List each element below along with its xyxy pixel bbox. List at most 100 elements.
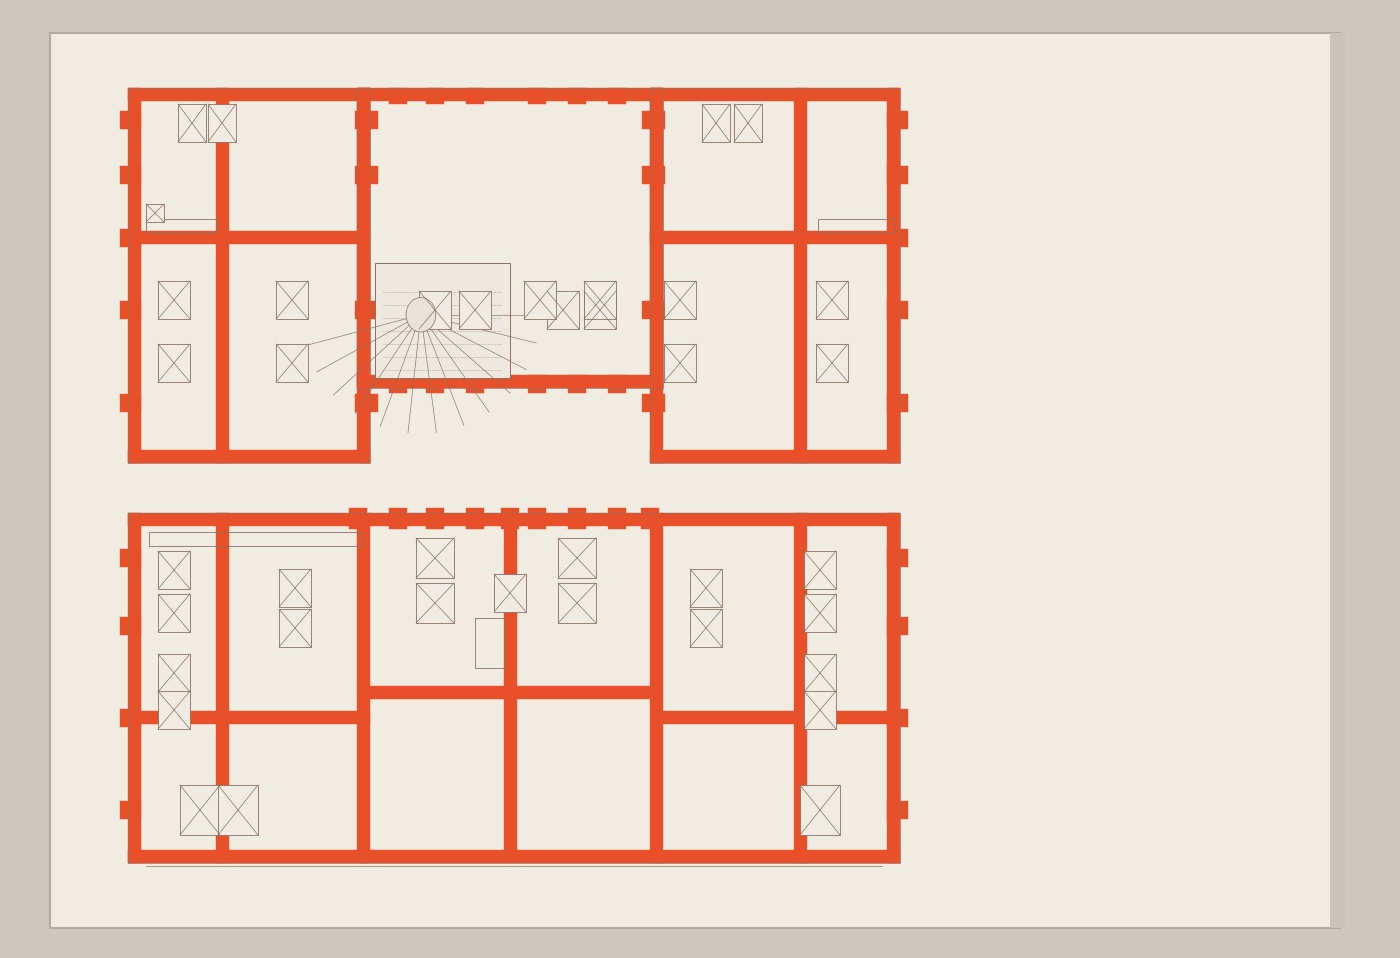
- Bar: [888, 549, 909, 567]
- Bar: [888, 617, 909, 635]
- Bar: [584, 281, 616, 319]
- Bar: [120, 166, 141, 184]
- Bar: [650, 513, 664, 863]
- Bar: [734, 104, 762, 142]
- Bar: [127, 231, 370, 244]
- Bar: [568, 375, 587, 393]
- Bar: [664, 711, 888, 724]
- Bar: [209, 104, 237, 142]
- Bar: [158, 344, 190, 382]
- Bar: [146, 219, 217, 233]
- Bar: [120, 549, 141, 567]
- Bar: [357, 88, 370, 388]
- Bar: [120, 617, 141, 635]
- Bar: [356, 394, 378, 412]
- Bar: [650, 88, 664, 463]
- Bar: [664, 281, 696, 319]
- Bar: [127, 850, 900, 863]
- Bar: [584, 291, 616, 329]
- Bar: [888, 301, 909, 319]
- Bar: [158, 691, 190, 729]
- Bar: [650, 450, 900, 463]
- Bar: [158, 594, 190, 632]
- Bar: [524, 281, 556, 319]
- Bar: [158, 551, 190, 589]
- Bar: [356, 166, 378, 184]
- Bar: [426, 88, 444, 104]
- Bar: [127, 513, 141, 863]
- Bar: [158, 281, 190, 319]
- Bar: [426, 375, 444, 393]
- Bar: [279, 609, 311, 647]
- Bar: [568, 508, 587, 529]
- Bar: [888, 709, 909, 727]
- Bar: [216, 88, 230, 463]
- Ellipse shape: [406, 298, 435, 332]
- Bar: [356, 111, 378, 129]
- Bar: [127, 88, 370, 463]
- Bar: [568, 88, 587, 104]
- Bar: [559, 538, 596, 578]
- Bar: [146, 204, 164, 222]
- Bar: [158, 654, 190, 692]
- Bar: [528, 508, 546, 529]
- Bar: [356, 301, 378, 319]
- Bar: [120, 301, 141, 319]
- Bar: [528, 375, 546, 393]
- Bar: [178, 104, 206, 142]
- Bar: [888, 111, 909, 129]
- Bar: [120, 801, 141, 819]
- Bar: [370, 686, 650, 699]
- Bar: [389, 375, 407, 393]
- Bar: [127, 513, 900, 526]
- Bar: [701, 104, 729, 142]
- Bar: [127, 513, 900, 863]
- Bar: [357, 375, 664, 388]
- Bar: [643, 301, 665, 319]
- Bar: [608, 375, 626, 393]
- Bar: [120, 394, 141, 412]
- Bar: [888, 801, 909, 819]
- Bar: [466, 508, 484, 529]
- Bar: [389, 508, 407, 529]
- Bar: [888, 394, 909, 412]
- Bar: [816, 344, 848, 382]
- Bar: [799, 785, 840, 835]
- Bar: [804, 594, 836, 632]
- Bar: [690, 609, 722, 647]
- Bar: [148, 532, 363, 546]
- Bar: [466, 88, 484, 104]
- Bar: [416, 583, 454, 623]
- Bar: [650, 88, 900, 463]
- Bar: [643, 166, 665, 184]
- Bar: [127, 450, 370, 463]
- Bar: [643, 394, 665, 412]
- Bar: [816, 281, 848, 319]
- Bar: [494, 574, 526, 612]
- Bar: [888, 88, 900, 463]
- Bar: [547, 291, 580, 329]
- Bar: [804, 551, 836, 589]
- Bar: [375, 263, 510, 378]
- Bar: [888, 229, 909, 247]
- Bar: [664, 344, 696, 382]
- Bar: [426, 508, 444, 529]
- Bar: [818, 219, 895, 233]
- Bar: [357, 88, 664, 388]
- Bar: [357, 88, 664, 101]
- Bar: [120, 111, 141, 129]
- Bar: [650, 88, 664, 388]
- Bar: [559, 583, 596, 623]
- Bar: [120, 229, 141, 247]
- Bar: [608, 508, 626, 529]
- Bar: [389, 88, 407, 104]
- Bar: [127, 88, 141, 463]
- Bar: [501, 508, 519, 529]
- Bar: [690, 569, 722, 607]
- Bar: [276, 344, 308, 382]
- Bar: [608, 88, 626, 104]
- Bar: [475, 618, 505, 668]
- Bar: [466, 375, 484, 393]
- Bar: [459, 291, 491, 329]
- Bar: [504, 526, 517, 850]
